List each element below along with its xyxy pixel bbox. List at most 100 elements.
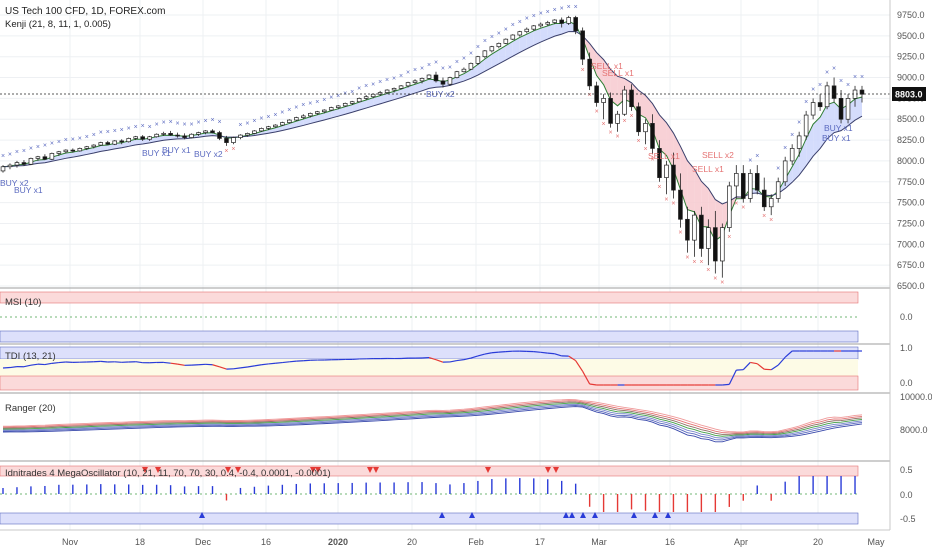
msi-buy-zone — [0, 330, 859, 343]
candle — [189, 133, 194, 139]
candle — [63, 149, 69, 154]
buy-marker: × — [287, 107, 291, 114]
chart-grid — [0, 0, 890, 530]
buy-marker: × — [846, 82, 850, 89]
buy-marker: × — [329, 95, 333, 102]
sell-signal-label: SELL x1 — [591, 61, 623, 71]
candle — [91, 144, 97, 149]
price-tick-label: 6750.0 — [897, 260, 925, 270]
ranger-band — [2, 405, 863, 441]
buy-marker: × — [364, 83, 368, 90]
osc-sell-triangle — [545, 467, 551, 473]
oscillator-pane-title[interactable]: Idnitrades 4 MegaOscillator (10, 21, 11,… — [5, 468, 331, 479]
candle — [545, 20, 551, 26]
buy-marker: × — [127, 126, 131, 133]
candle — [56, 150, 62, 156]
tdi-pane-title[interactable]: TDI (13, 21) — [5, 351, 56, 362]
candle — [838, 90, 844, 124]
buy-marker: × — [294, 105, 298, 112]
sell-marker: × — [231, 146, 235, 153]
fast-average-line — [2, 20, 863, 242]
pane-tick-label: 1.0 — [900, 343, 913, 353]
osc-sell-triangle — [485, 467, 491, 473]
buy-marker: × — [15, 149, 19, 156]
osc-buy-triangle — [439, 512, 445, 518]
buy-marker: × — [406, 70, 410, 77]
candle — [566, 15, 571, 26]
candle — [266, 125, 271, 131]
osc-sell-zone — [0, 465, 859, 477]
buy-marker: × — [57, 139, 61, 146]
chart-header: US Tech 100 CFD, 1D, FOREX.com Kenji (21… — [5, 6, 165, 30]
candle — [503, 38, 509, 45]
osc-sell-triangle — [142, 467, 148, 473]
buy-marker: × — [120, 127, 124, 134]
buy-marker: × — [825, 70, 829, 77]
buy-marker: × — [462, 56, 466, 63]
candle — [28, 157, 34, 166]
candle — [580, 27, 585, 66]
time-axis[interactable]: Nov 18 Dec 16 2020 20 Feb 17 Mar 16 Apr 20 May — [62, 537, 885, 547]
buy-marker: × — [22, 148, 26, 155]
buy-marker: × — [162, 120, 166, 127]
buy-marker: × — [797, 120, 801, 127]
candle — [587, 52, 592, 91]
candle — [231, 136, 236, 145]
signal-markers: × × × × × × × × × × × × × × × × × × × × × × × × × × × × × × × × × × × × × × × ×… — [1, 4, 864, 287]
candle — [280, 121, 285, 126]
candle — [294, 116, 299, 121]
candle — [720, 223, 725, 278]
osc-sell-triangle — [373, 467, 379, 473]
ranger-pane-title[interactable]: Ranger (20) — [5, 403, 56, 414]
candle — [175, 132, 180, 138]
pane-tick-label: 0.5 — [900, 465, 913, 475]
buy-marker: × — [539, 11, 543, 18]
sell-marker: × — [713, 275, 717, 282]
price-tick-label: 7750.0 — [897, 177, 925, 187]
osc-sell-triangle — [310, 467, 316, 473]
candle — [140, 135, 145, 141]
time-tick-label: 16 — [665, 537, 675, 547]
sell-marker: × — [769, 217, 773, 224]
buy-signal-label: BUY x1 — [824, 123, 853, 133]
candle — [678, 173, 683, 228]
time-tick-label: Nov — [62, 537, 79, 547]
candle — [84, 145, 90, 151]
ranger-band — [2, 406, 863, 443]
price-tick-label: 8500.0 — [897, 114, 925, 124]
time-tick-label: 18 — [135, 537, 145, 547]
buy-marker: × — [259, 116, 263, 123]
candle — [419, 77, 425, 84]
candle — [817, 94, 823, 111]
msi-pane-title[interactable]: MSI (10) — [5, 297, 41, 308]
candle — [363, 95, 369, 101]
ranger-lines — [2, 398, 863, 443]
candle — [754, 165, 760, 195]
buy-marker: × — [371, 81, 375, 88]
osc-sell-triangle — [225, 467, 231, 473]
candle — [259, 127, 264, 132]
price-tick-label: 7500.0 — [897, 198, 925, 208]
buy-marker: × — [818, 82, 822, 89]
buy-marker: × — [546, 9, 550, 16]
sell-marker: × — [636, 138, 640, 145]
candle — [741, 165, 746, 203]
symbol-title[interactable]: US Tech 100 CFD, 1D, FOREX.com — [5, 6, 165, 17]
current-price-tag: 8803.0 — [892, 87, 926, 101]
candle — [126, 137, 131, 143]
sell-marker: × — [671, 200, 675, 207]
candle — [489, 45, 495, 53]
candle — [426, 74, 432, 80]
sell-marker: × — [727, 234, 731, 241]
candle — [601, 94, 606, 120]
indicator-title[interactable]: Kenji (21, 8, 11, 1, 0.005) — [5, 19, 111, 30]
buy-signal-label: BUY x2 — [194, 149, 223, 159]
buy-signal-label: BUY x1 — [162, 145, 191, 155]
candle — [824, 81, 830, 110]
candle — [496, 42, 502, 49]
buy-marker: × — [532, 13, 536, 20]
osc-buy-triangle — [199, 512, 205, 518]
price-tick-label: 9000.0 — [897, 73, 925, 83]
price-axis[interactable]: 9750.09500.09250.09000.08750.08500.08250… — [897, 10, 932, 524]
